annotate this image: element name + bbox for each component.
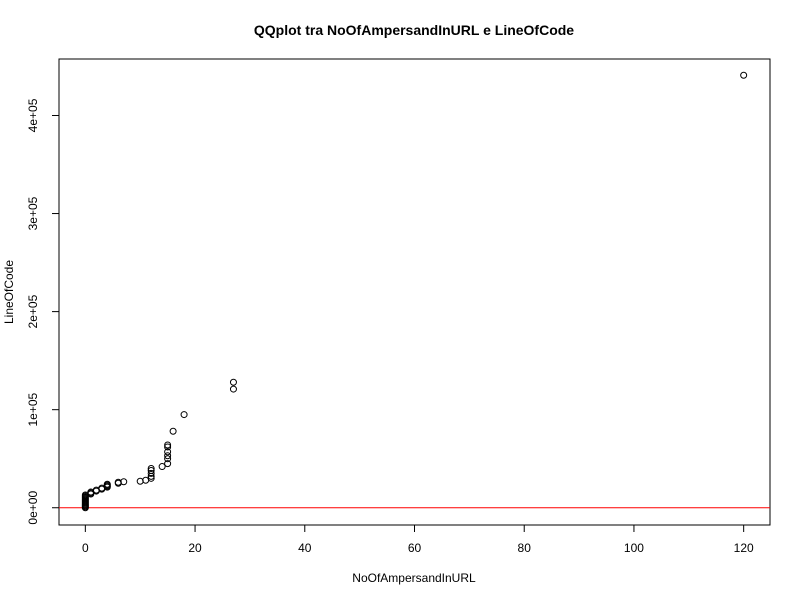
x-tick-label: 40 bbox=[298, 541, 312, 555]
x-tick-label: 20 bbox=[188, 541, 202, 555]
x-tick-label: 120 bbox=[734, 541, 754, 555]
chart-title: QQplot tra NoOfAmpersandInURL e LineOfCo… bbox=[254, 22, 574, 38]
x-tick-label: 0 bbox=[82, 541, 89, 555]
data-point bbox=[147, 469, 155, 477]
data-point bbox=[158, 463, 166, 471]
data-point bbox=[229, 385, 237, 393]
data-point bbox=[164, 455, 172, 463]
data-points bbox=[81, 71, 748, 512]
data-point bbox=[103, 480, 111, 488]
data-point bbox=[164, 452, 172, 460]
data-point bbox=[120, 478, 128, 486]
y-tick-label: 1e+05 bbox=[26, 392, 40, 426]
data-point bbox=[147, 466, 155, 474]
data-point bbox=[147, 465, 155, 473]
x-axis: 0 20 40 60 80 100 120 bbox=[82, 524, 754, 555]
x-tick-label: 100 bbox=[624, 541, 644, 555]
data-point bbox=[147, 474, 155, 482]
data-point bbox=[169, 427, 177, 435]
y-tick-label: 0e+00 bbox=[26, 491, 40, 525]
data-point bbox=[164, 443, 172, 451]
data-point bbox=[164, 448, 172, 456]
data-point bbox=[164, 460, 172, 468]
data-point bbox=[740, 71, 748, 79]
x-tick-label: 80 bbox=[518, 541, 532, 555]
y-tick-label: 4e+05 bbox=[26, 98, 40, 132]
plot-box bbox=[58, 58, 771, 526]
y-tick-label: 3e+05 bbox=[26, 196, 40, 230]
x-tick-label: 60 bbox=[408, 541, 422, 555]
y-axis: 0e+00 1e+05 2e+05 3e+05 4e+05 bbox=[26, 98, 60, 525]
data-point bbox=[136, 477, 144, 485]
y-axis-label: LineOfCode bbox=[2, 260, 16, 324]
x-axis-label: NoOfAmpersandInURL bbox=[352, 571, 476, 585]
data-point bbox=[229, 378, 237, 386]
data-point bbox=[180, 411, 188, 419]
y-tick-label: 2e+05 bbox=[26, 294, 40, 328]
data-point bbox=[164, 441, 172, 449]
